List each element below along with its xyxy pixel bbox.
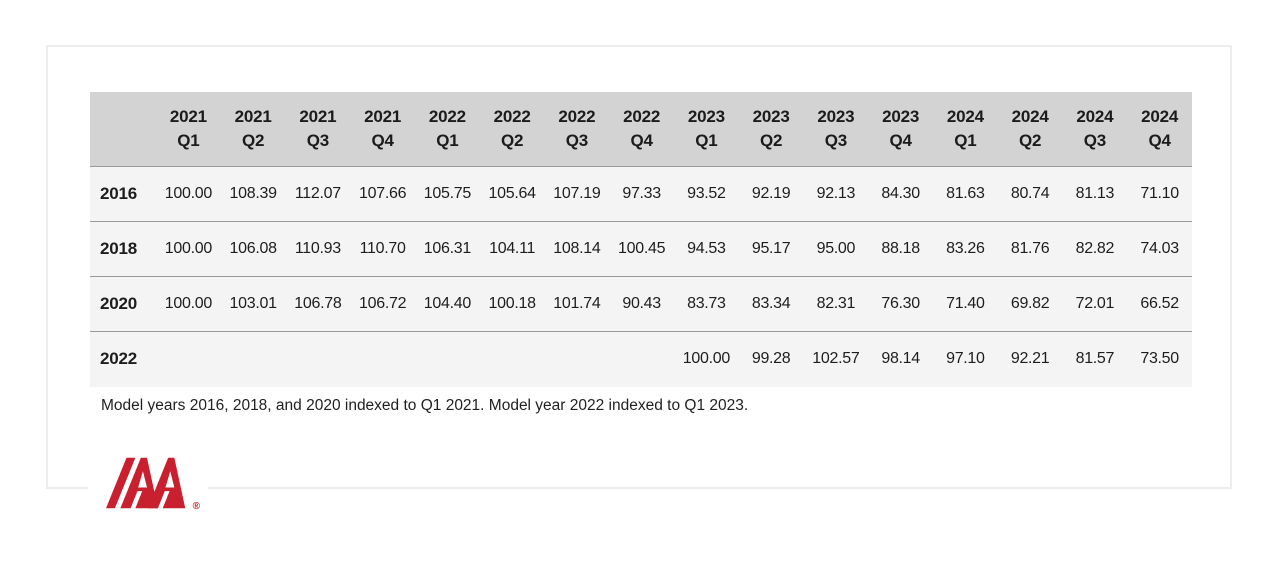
table-cell (221, 332, 286, 387)
column-header-2023-Q3: 2023 Q3 (803, 92, 869, 167)
column-header-2024-Q3: 2024 Q3 (1062, 92, 1128, 167)
table-cell: 93.52 (687, 185, 726, 202)
column-header-2021-Q4: 2021 Q4 (350, 92, 415, 167)
table-row-2018: 2018 100.00 106.08 110.93 110.70 106.31 104.11… (90, 221, 1192, 277)
column-header-2021-Q2: 2021 Q2 (220, 92, 286, 167)
table-row-2020: 2020 100.00 103.01 106.78 106.72 104.40 100.18… (90, 276, 1192, 332)
column-header-2021-Q1: 2021 Q1 (156, 92, 221, 167)
table-cell: 100.00 (682, 350, 730, 368)
column-header-2021-Q3: 2021 Q3 (285, 92, 351, 167)
table-cell: 106.08 (229, 240, 277, 257)
table-cell: 83.26 (946, 240, 985, 257)
table-cell: 112.07 (294, 185, 341, 202)
table-cell: 71.40 (946, 295, 985, 312)
table-cell: 100.00 (164, 295, 212, 312)
table-cell: 102.57 (812, 350, 860, 368)
table-cell: 100.00 (164, 240, 212, 257)
column-header-2024-Q1: 2024 Q1 (933, 92, 998, 167)
table-cell: 66.52 (1140, 295, 1179, 312)
table-cell: 92.21 (1010, 350, 1050, 368)
table-row-2016: 2016 100.00 108.39 112.07 107.66 105.75 105.64… (90, 166, 1192, 222)
column-header-2022-Q2: 2022 Q2 (479, 92, 545, 167)
table-cell: 105.75 (423, 185, 471, 202)
column-header-2022-Q4: 2022 Q4 (609, 92, 674, 167)
corner-cell (90, 92, 156, 167)
table-cell: 108.14 (553, 240, 601, 257)
table-cell: 103.01 (229, 295, 277, 312)
table-cell: 110.93 (294, 240, 341, 257)
table-cell (415, 332, 480, 387)
column-header-2023-Q2: 2023 Q2 (738, 92, 804, 167)
table-cell: 80.74 (1010, 185, 1050, 202)
table-cell: 100.45 (618, 240, 666, 257)
table-cell: 69.82 (1010, 295, 1050, 312)
column-header-2022-Q1: 2022 Q1 (415, 92, 480, 167)
table-cell: 83.34 (751, 295, 791, 312)
table-cell (286, 332, 351, 387)
table-cell: 84.30 (881, 185, 920, 202)
column-header-2024-Q2: 2024 Q2 (997, 92, 1063, 167)
table-cell: 76.30 (881, 295, 920, 312)
registered-trademark-icon: ® (192, 501, 200, 512)
table-cell: 104.40 (423, 295, 471, 312)
iaa-logo-icon (106, 457, 186, 509)
table-cell: 106.78 (294, 295, 342, 312)
table-cell: 99.28 (751, 350, 791, 368)
table-cell: 104.11 (489, 240, 536, 257)
table-cell: 101.74 (553, 295, 601, 312)
table-cell: 81.76 (1010, 240, 1050, 257)
table-cell: 107.19 (553, 185, 601, 202)
table-cell: 81.63 (946, 185, 985, 202)
table-body: 2016 100.00 108.39 112.07 107.66 105.75 105.64… (90, 166, 1192, 387)
table-cell: 97.10 (946, 350, 985, 368)
table-cell: 72.01 (1075, 295, 1115, 312)
table-cell: 98.14 (881, 350, 920, 368)
table-header-row: 2021 Q1 2021 Q2 2021 Q3 2021 Q4 2022 Q1 2022 Q2 2022… (90, 92, 1192, 167)
table-cell: 81.57 (1075, 350, 1115, 368)
table-cell (609, 332, 674, 387)
iaa-logo: ® (88, 452, 208, 514)
table-cell: 97.33 (622, 185, 661, 202)
table-cell (480, 332, 545, 387)
table-cell: 95.00 (816, 240, 856, 257)
table-cell: 92.13 (816, 185, 856, 202)
table-cell: 74.03 (1140, 240, 1179, 257)
table-cell: 106.72 (359, 295, 407, 312)
table-cell: 90.43 (622, 295, 661, 312)
table-cell: 83.73 (687, 295, 726, 312)
table-cell: 71.10 (1140, 185, 1179, 202)
table-header: 2021 Q1 2021 Q2 2021 Q3 2021 Q4 2022 Q1 2022 Q2 2022… (90, 92, 1192, 167)
row-label-2018: 2018 (100, 239, 138, 258)
table-cell: 107.66 (359, 185, 407, 202)
column-header-2023-Q4: 2023 Q4 (868, 92, 933, 167)
table-cell: 106.31 (423, 240, 471, 257)
column-header-2023-Q1: 2023 Q1 (674, 92, 739, 167)
table-cell (156, 332, 221, 387)
table-cell: 100.18 (488, 295, 536, 312)
table-footnote: Model years 2016, 2018, and 2020 indexed… (101, 397, 749, 414)
table-cell: 105.64 (488, 185, 536, 202)
table-cell: 110.70 (359, 240, 406, 257)
price-index-table: 2021 Q1 2021 Q2 2021 Q3 2021 Q4 2022 Q1 2022 Q2 2022… (90, 92, 1192, 387)
table-cell: 100.00 (164, 185, 212, 202)
row-label-2020: 2020 (100, 294, 138, 313)
table-cell: 95.17 (751, 240, 791, 257)
column-header-2022-Q3: 2022 Q3 (544, 92, 610, 167)
column-header-2024-Q4: 2024 Q4 (1127, 92, 1192, 167)
table-row-2022: 2022 100.00 99.28 102.57 98.14 97.10 92.21 81.5… (90, 331, 1192, 387)
table-cell: 73.50 (1140, 350, 1179, 368)
table-cell: 81.13 (1075, 185, 1115, 202)
table-cell: 92.19 (751, 185, 791, 202)
table-cell (350, 332, 415, 387)
table-cell: 82.31 (816, 295, 856, 312)
table-cell: 82.82 (1075, 240, 1115, 257)
row-label-2022: 2022 (100, 349, 138, 369)
table-cell: 88.18 (881, 240, 920, 257)
row-label-2016: 2016 (100, 184, 138, 203)
table-cell: 108.39 (229, 185, 277, 202)
table-cell (545, 332, 610, 387)
table-cell: 94.53 (687, 240, 726, 257)
report-card: 2021 Q1 2021 Q2 2021 Q3 2021 Q4 2022 Q1 2022 Q2 2022… (46, 45, 1232, 489)
